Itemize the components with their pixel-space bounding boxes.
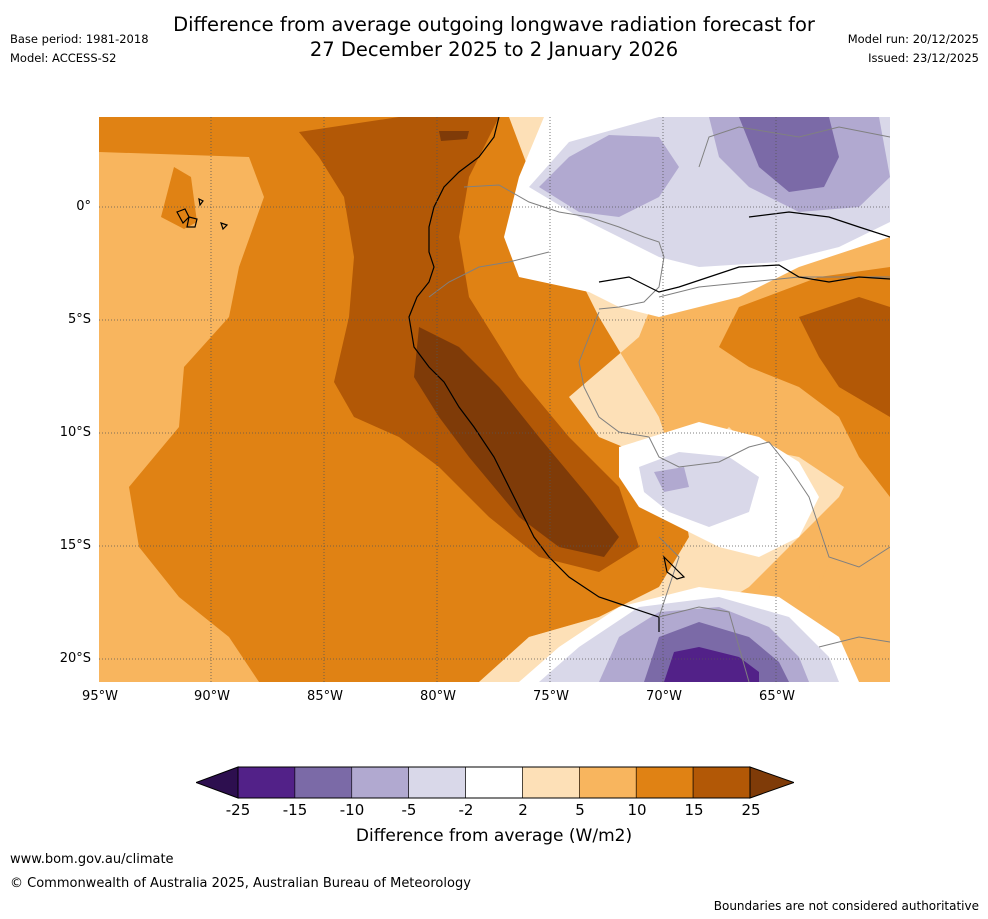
footer-disclaimer: Boundaries are not considered authoritat…	[713, 899, 979, 913]
colorbar-segment	[522, 766, 580, 799]
colorbar-segment	[465, 766, 523, 799]
contour-above-25-north	[439, 131, 469, 141]
coastline	[408, 117, 660, 632]
contour-neg-10-15-northeast	[739, 117, 839, 192]
cb-tick-25: 25	[741, 801, 761, 819]
contour-neg-5-10-central	[654, 467, 689, 492]
issued-date: Issued: 23/12/2025	[868, 51, 979, 65]
chart-title: Difference from average outgoing longwav…	[0, 12, 988, 62]
contour-neg-15-25-south	[664, 647, 759, 682]
olr-anomaly-map	[99, 117, 890, 682]
cb-tick-15: 15	[684, 801, 704, 819]
cb-tick-neg15: -15	[282, 801, 308, 819]
colorbar-label: Difference from average (W/m2)	[355, 826, 633, 846]
lon-label-75w: 75°W	[533, 689, 569, 704]
gridlines	[99, 117, 890, 682]
lat-label-5s: 5°S	[67, 312, 91, 327]
lat-label-15s: 15°S	[59, 538, 91, 553]
galapagos-islands	[176, 197, 229, 231]
cb-tick-2: 2	[518, 801, 528, 819]
lon-label-65w: 65°W	[759, 689, 795, 704]
lon-label-90w: 90°W	[194, 689, 230, 704]
model-run: Model run: 20/12/2025	[847, 32, 979, 46]
lon-label-80w: 80°W	[420, 689, 456, 704]
base-period: Base period: 1981-2018	[10, 32, 149, 46]
colorbar-segment	[351, 766, 409, 799]
footer-url[interactable]: www.bom.gov.au/climate	[10, 852, 174, 867]
cb-tick-neg2: -2	[458, 801, 474, 819]
title-line-1: Difference from average outgoing longwav…	[173, 13, 815, 36]
colorbar-segment	[635, 766, 694, 799]
lat-label-10s: 10°S	[59, 425, 91, 440]
colorbar-arrow-above	[749, 766, 794, 799]
country-borders	[428, 126, 890, 682]
contour-neg-5-10-north	[539, 135, 679, 217]
colorbar-segment	[237, 766, 296, 799]
lat-label-20s: 20°S	[59, 651, 91, 666]
colorbar-segment	[294, 766, 353, 799]
cb-tick-10: 10	[627, 801, 647, 819]
colorbar-segment	[692, 766, 751, 799]
cb-tick-neg5: -5	[401, 801, 417, 819]
colorbar-arrow-below	[196, 766, 239, 799]
colorbar-segment	[579, 766, 637, 799]
lake-titicaca	[663, 555, 686, 580]
cb-tick-neg25: -25	[225, 801, 251, 819]
title-line-2: 27 December 2025 to 2 January 2026	[309, 38, 679, 61]
contour-above-25	[414, 327, 619, 557]
colorbar-frame	[237, 766, 751, 799]
lon-label-70w: 70°W	[646, 689, 682, 704]
contour-10-15-galapagos	[161, 167, 197, 229]
cb-tick-neg10: -10	[339, 801, 365, 819]
model-name: Model: ACCESS-S2	[10, 51, 117, 65]
lon-label-85w: 85°W	[307, 689, 343, 704]
lat-label-0: 0°	[76, 199, 91, 214]
contour-15-25-east	[799, 297, 890, 417]
footer-copyright: © Commonwealth of Australia 2025, Austra…	[10, 876, 471, 891]
cb-tick-5: 5	[575, 801, 585, 819]
colorbar-segment	[408, 766, 466, 799]
lon-label-95w: 95°W	[82, 689, 118, 704]
colorbar	[196, 766, 794, 799]
